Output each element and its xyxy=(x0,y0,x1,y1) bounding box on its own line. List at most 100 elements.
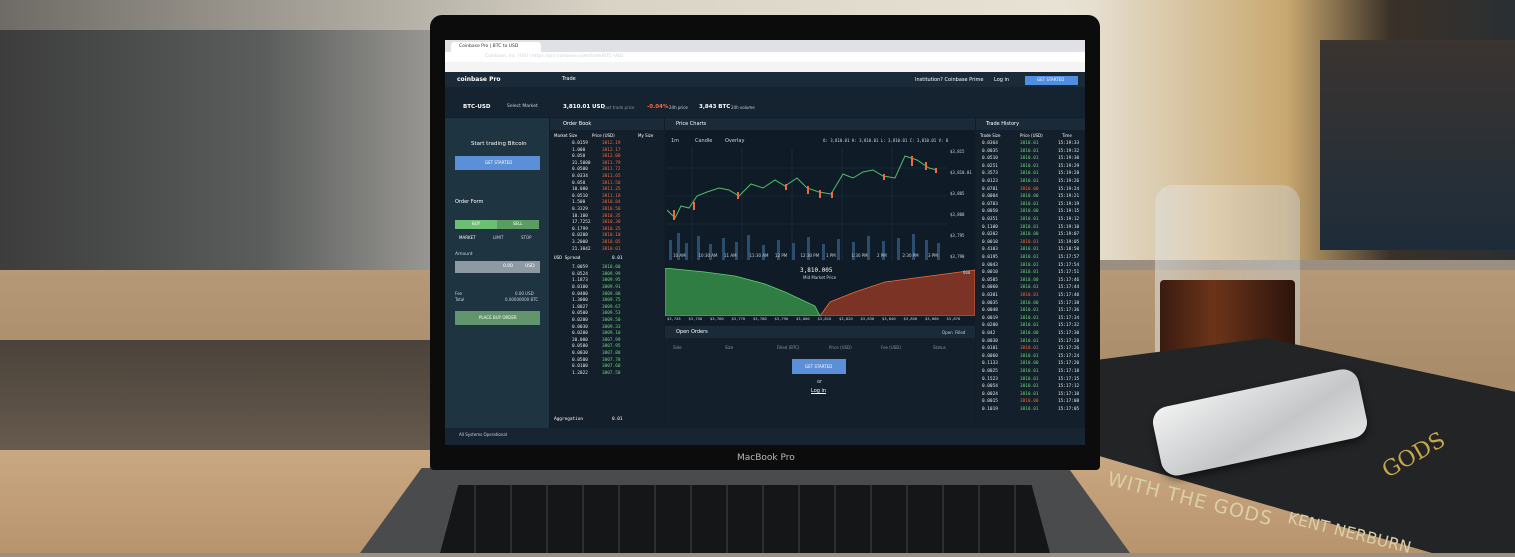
screen: Coinbase Pro | BTC to USD Coinbase, Inc.… xyxy=(445,40,1085,445)
trade-time: 15:17:38 xyxy=(1058,300,1080,306)
trade-price: 3810.00 xyxy=(1020,186,1039,192)
ask-price: 3812.19 xyxy=(602,141,621,146)
trade-history-header: Price (USD) xyxy=(1020,133,1043,138)
trade-price: 3810.00 xyxy=(1020,361,1039,367)
trade-price: 3810.01 xyxy=(1020,376,1039,382)
market[interactable]: BTC-USD xyxy=(463,104,491,110)
bid-size: 0.0400 xyxy=(572,291,588,297)
trade-price: 3810.01 xyxy=(1020,156,1039,162)
trade-size: 0.0054 xyxy=(982,384,998,390)
trade-price: 3810.00 xyxy=(1020,194,1039,200)
overlay[interactable]: Overlay xyxy=(725,138,745,144)
ask-price: 3810.05 xyxy=(602,240,621,245)
trade-time: 15:19:12 xyxy=(1058,217,1080,222)
ask-size: 0.0334 xyxy=(572,174,588,179)
open-orders-headers: Side Size Filled (BTC) Price (USD) Fee (USD)… xyxy=(667,346,973,352)
chart-grid xyxy=(667,148,947,260)
bid-size: 0.0100 xyxy=(572,285,588,290)
trade-price: 3810.01 xyxy=(1020,148,1039,154)
trade-time: 15:19:32 xyxy=(1058,148,1080,154)
spread: 0.01 xyxy=(612,256,623,262)
trade-size: 0.1523 xyxy=(982,376,998,382)
orders-login[interactable]: Log in xyxy=(811,388,827,394)
trade-time: 15:17:51 xyxy=(1058,270,1080,276)
ask-size: 1.000 xyxy=(572,147,586,153)
ask-size: 17.7252 xyxy=(572,220,591,226)
or: or xyxy=(817,379,823,385)
amount-label: Amount xyxy=(455,252,473,257)
bid-size: 0.0524 xyxy=(572,271,588,277)
trade-size: 0.0101 xyxy=(982,346,998,352)
header-cta[interactable] xyxy=(1025,76,1078,85)
window-dark xyxy=(1320,40,1515,250)
trade-price: 3810.01 xyxy=(1020,201,1039,207)
trade-size: 0.0123 xyxy=(982,179,998,184)
trade-time: 15:17:18 xyxy=(1058,369,1080,374)
trade-size: 0.0505 xyxy=(982,277,998,283)
price-chart-head xyxy=(665,118,975,130)
ask-size: 0.1799 xyxy=(572,226,588,232)
place-order[interactable] xyxy=(455,311,540,325)
amount-input[interactable] xyxy=(455,261,540,273)
trade-time: 15:17:57 xyxy=(1058,255,1080,260)
trade-size: 0.0019 xyxy=(982,315,998,321)
sell-label: SELL xyxy=(513,221,523,226)
trade-price: 3810.01 xyxy=(1020,285,1039,291)
interval[interactable]: 1m xyxy=(671,138,680,144)
buy-button[interactable] xyxy=(455,220,497,229)
trade-size: 0.0301 xyxy=(982,293,998,298)
trade-time: 15:19:26 xyxy=(1058,179,1080,184)
bid-size: 0.0580 xyxy=(572,344,588,350)
trade-price: 3810.01 xyxy=(1020,369,1039,374)
depth-tick: $3,760 xyxy=(710,316,724,321)
trade-size: 0.0015 xyxy=(982,399,998,405)
trade-history-head xyxy=(976,118,1085,130)
depth-chart xyxy=(665,268,975,316)
aggregation-label: Aggregation xyxy=(554,417,584,422)
url[interactable]: Coinbase, Inc. [US] | https://pro.coinba… xyxy=(485,54,624,59)
order-tab[interactable]: STOP xyxy=(521,235,532,240)
logo[interactable]: coinbase Pro xyxy=(457,76,501,83)
trade-size: 0.0035 xyxy=(982,148,998,154)
depth-tick: $3,860 xyxy=(925,316,939,321)
sidebar-cta[interactable] xyxy=(455,156,540,170)
chart-style[interactable]: Candle xyxy=(695,138,713,144)
trade-size: 0.042 xyxy=(982,331,996,336)
nav-trade[interactable]: Trade xyxy=(562,76,576,82)
sell-button[interactable] xyxy=(497,220,539,229)
trade-price: 3810.01 xyxy=(1020,270,1039,276)
institution[interactable]: Institution? Coinbase Prime xyxy=(915,77,984,83)
ask-size: 21.3042 xyxy=(572,246,591,252)
trade-price: 3810.00 xyxy=(1020,209,1039,215)
trade-history xyxy=(976,118,1085,428)
select-market[interactable]: Select Market xyxy=(507,104,538,109)
open-orders-header: Side xyxy=(673,345,682,350)
trade-price: 3810.01 xyxy=(1020,239,1039,245)
bid-size: 1.3000 xyxy=(572,298,588,304)
trade-time: 15:17:20 xyxy=(1058,361,1080,367)
trade-time: 15:19:30 xyxy=(1058,156,1080,162)
ask-price: 3811.72 xyxy=(602,167,621,173)
trade-price: 3810.01 xyxy=(1020,338,1039,344)
depth-ymax: 600 xyxy=(963,270,971,275)
order-book-head xyxy=(550,118,664,130)
price-tick: $3,810.01 xyxy=(950,170,972,175)
candle-chart xyxy=(667,148,947,260)
ask-price: 3811.79 xyxy=(602,160,621,166)
orders-cta[interactable] xyxy=(792,359,846,374)
trade-time: 15:19:24 xyxy=(1058,186,1080,192)
amount-unit: USD xyxy=(525,264,535,269)
bid-size: 0.0030 xyxy=(572,324,588,330)
open-orders-header: Fee (USD) xyxy=(881,345,901,350)
browser-tab[interactable] xyxy=(451,42,541,52)
depth-tick: $3,745 xyxy=(667,316,681,321)
trade-size: 0.0351 xyxy=(982,217,998,222)
bid-price: 3807.50 xyxy=(602,370,621,376)
login[interactable]: Log in xyxy=(994,77,1010,83)
filter[interactable]: Filled xyxy=(955,330,966,335)
depth-tick: $3,780 xyxy=(753,316,767,321)
ask-price: 3810.50 xyxy=(602,207,621,212)
order-tab[interactable]: LIMIT xyxy=(493,235,504,240)
filter[interactable]: Open xyxy=(942,330,953,335)
order-tab[interactable]: MARKET xyxy=(459,235,476,240)
